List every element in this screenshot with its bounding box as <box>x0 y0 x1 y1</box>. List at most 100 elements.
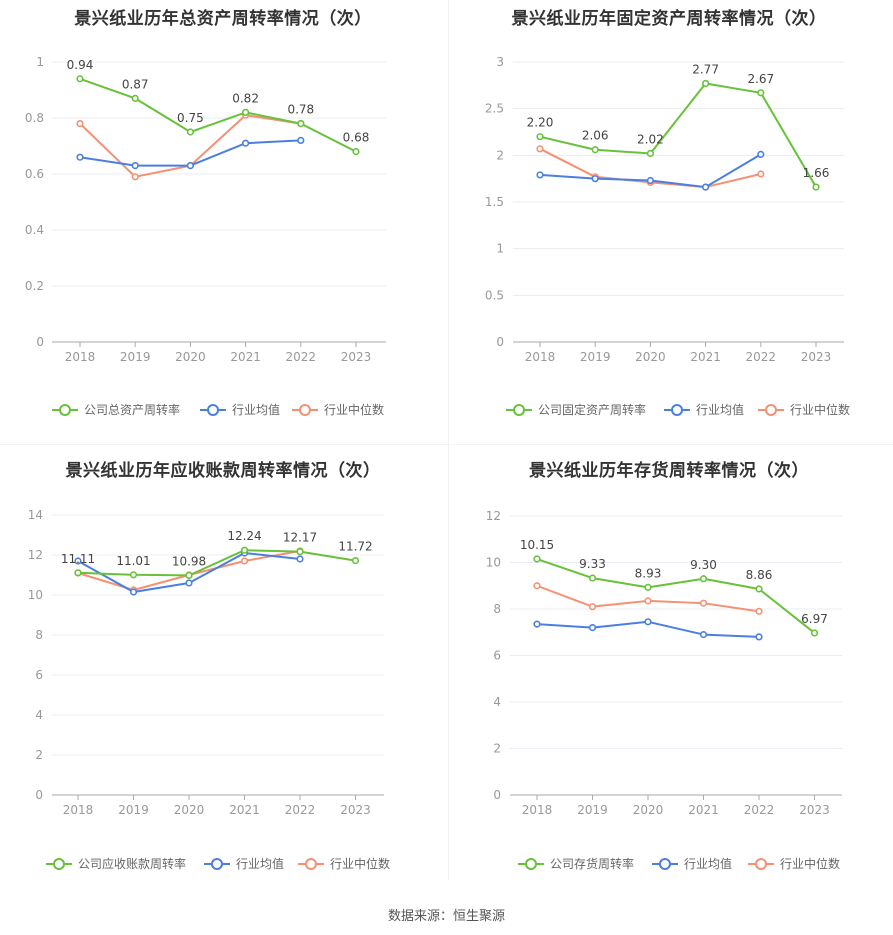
y-tick-label: 2 <box>493 742 501 756</box>
legend-marker <box>53 858 65 870</box>
legend-label: 行业均值 <box>232 402 280 417</box>
x-tick-label: 2020 <box>635 350 666 364</box>
data-point-company <box>702 79 710 88</box>
data-source-note: 数据来源：恒生聚源 <box>387 909 505 924</box>
legend-marker <box>659 858 671 870</box>
data-point-company <box>536 133 544 141</box>
y-tick-label: 0.2 <box>25 279 44 293</box>
data-point-company <box>812 183 820 191</box>
data-label: 0.75 <box>177 111 204 125</box>
data-label: 11.01 <box>116 554 150 568</box>
y-tick-label: 0 <box>35 788 43 802</box>
legend-label: 行业中位数 <box>330 856 390 871</box>
data-point-company <box>757 89 765 97</box>
legend-item-median[interactable]: 行业中位数 <box>758 402 850 417</box>
x-tick-label: 2022 <box>746 350 777 364</box>
data-point-company <box>297 119 305 128</box>
legend-item-avg[interactable]: 行业均值 <box>664 402 744 417</box>
data-label: 11.11 <box>61 552 95 566</box>
legend-marker <box>765 404 777 416</box>
x-tick-label: 2018 <box>525 350 556 364</box>
y-tick-label: 2 <box>35 748 43 762</box>
data-point-company <box>76 75 84 83</box>
data-label: 6.97 <box>801 612 828 626</box>
series-line-company <box>79 77 357 153</box>
legend-marker <box>513 404 525 416</box>
data-point-avg <box>533 620 541 628</box>
y-tick-label: 0.4 <box>25 223 44 237</box>
x-tick-label: 2018 <box>522 803 553 817</box>
legend-marker <box>671 404 683 416</box>
y-tick-label: 3 <box>496 55 504 69</box>
y-tick-label: 6 <box>35 668 43 682</box>
legend-label: 公司存货周转率 <box>550 856 634 871</box>
chart-panel-total-asset-turnover: 景兴纸业历年总资产周转率情况（次） 0 0.2 0.4 0.6 0.8 1 2018 2019… <box>0 0 446 450</box>
legend-item-company[interactable]: 公司总资产周转率 <box>52 402 180 417</box>
legend-label: 公司总资产周转率 <box>84 402 180 417</box>
legend-item-avg[interactable]: 行业均值 <box>652 856 732 871</box>
legend-marker <box>211 858 223 870</box>
y-tick-label: 10 <box>486 556 501 570</box>
chart-title: 景兴纸业历年存货周转率情况（次） <box>529 461 809 481</box>
data-label: 2.77 <box>692 62 719 76</box>
y-tick-label: 4 <box>493 695 501 709</box>
x-tick-label: 2022 <box>286 350 317 364</box>
x-tick-label: 2019 <box>577 803 608 817</box>
data-point-avg <box>185 579 193 587</box>
data-point-avg <box>591 175 599 183</box>
legend-item-median[interactable]: 行业中位数 <box>292 402 384 417</box>
legend-item-company[interactable]: 公司应收账款周转率 <box>46 856 186 871</box>
x-tick-label: 2019 <box>120 350 151 364</box>
data-label: 11.72 <box>338 540 372 554</box>
x-tick-label: 2018 <box>63 803 94 817</box>
data-point-avg <box>296 555 304 563</box>
data-point-company <box>810 629 819 637</box>
data-point-company <box>591 146 599 154</box>
y-tick-label: 0.8 <box>25 111 44 125</box>
data-label: 9.30 <box>690 558 717 572</box>
legend-item-avg[interactable]: 行业均值 <box>204 856 284 871</box>
data-point-avg <box>699 630 708 639</box>
x-tick-label: 2023 <box>799 803 830 817</box>
data-point-avg <box>757 150 765 158</box>
y-tick-label: 6 <box>493 649 501 663</box>
series-line-company <box>77 549 356 577</box>
data-point-avg <box>76 153 84 161</box>
legend-label: 行业均值 <box>684 856 732 871</box>
x-tick-label: 2020 <box>633 803 664 817</box>
data-point-company <box>186 128 194 136</box>
legend-marker <box>207 404 219 416</box>
legend-label: 公司应收账款周转率 <box>78 856 186 871</box>
data-point-median <box>757 170 765 178</box>
horizontal-divider <box>0 444 893 445</box>
legend-item-median[interactable]: 行业中位数 <box>748 856 840 871</box>
chart-title: 景兴纸业历年总资产周转率情况（次） <box>74 9 372 29</box>
x-tick-label: 2019 <box>580 350 611 364</box>
legend-item-company[interactable]: 公司固定资产周转率 <box>506 402 646 417</box>
legend-item-company[interactable]: 公司存货周转率 <box>518 856 634 871</box>
data-label: 2.02 <box>637 132 664 146</box>
data-label: 0.78 <box>287 103 314 117</box>
data-point-avg <box>186 162 194 170</box>
legend-label: 公司固定资产周转率 <box>538 402 646 417</box>
data-point-avg <box>131 162 139 170</box>
chart-svg: 0 2 4 6 8 10 12 2018 2019 2020 2021 2022 2023 10.15 9.… <box>486 509 842 871</box>
legend-item-median[interactable]: 行业中位数 <box>298 856 390 871</box>
chart-panel-fixed-asset-turnover: 景兴纸业历年固定资产周转率情况（次） 0 0.5 1 1.5 2 2.5 3 2018 2019… <box>446 0 892 450</box>
data-label: 0.87 <box>122 77 149 91</box>
data-point-avg <box>755 633 763 641</box>
data-label: 8.86 <box>746 568 773 582</box>
x-tick-label: 2022 <box>285 803 316 817</box>
data-point-avg <box>536 171 544 179</box>
data-point-company <box>74 569 82 577</box>
y-tick-label: 4 <box>35 708 43 722</box>
legend-item-avg[interactable]: 行业均值 <box>200 402 280 417</box>
y-tick-label: 8 <box>493 602 501 616</box>
data-label: 8.93 <box>635 566 662 580</box>
x-tick-label: 2021 <box>230 350 261 364</box>
y-tick-label: 8 <box>35 628 43 642</box>
chart-panel-receivable-turnover: 景兴纸业历年应收账款周转率情况（次） 0 2 4 6 8 10 12 14 2018 2019 20… <box>0 452 446 902</box>
y-tick-label: 12 <box>28 548 43 562</box>
data-point-avg <box>129 588 138 596</box>
chart-title: 景兴纸业历年固定资产周转率情况（次） <box>511 9 827 29</box>
